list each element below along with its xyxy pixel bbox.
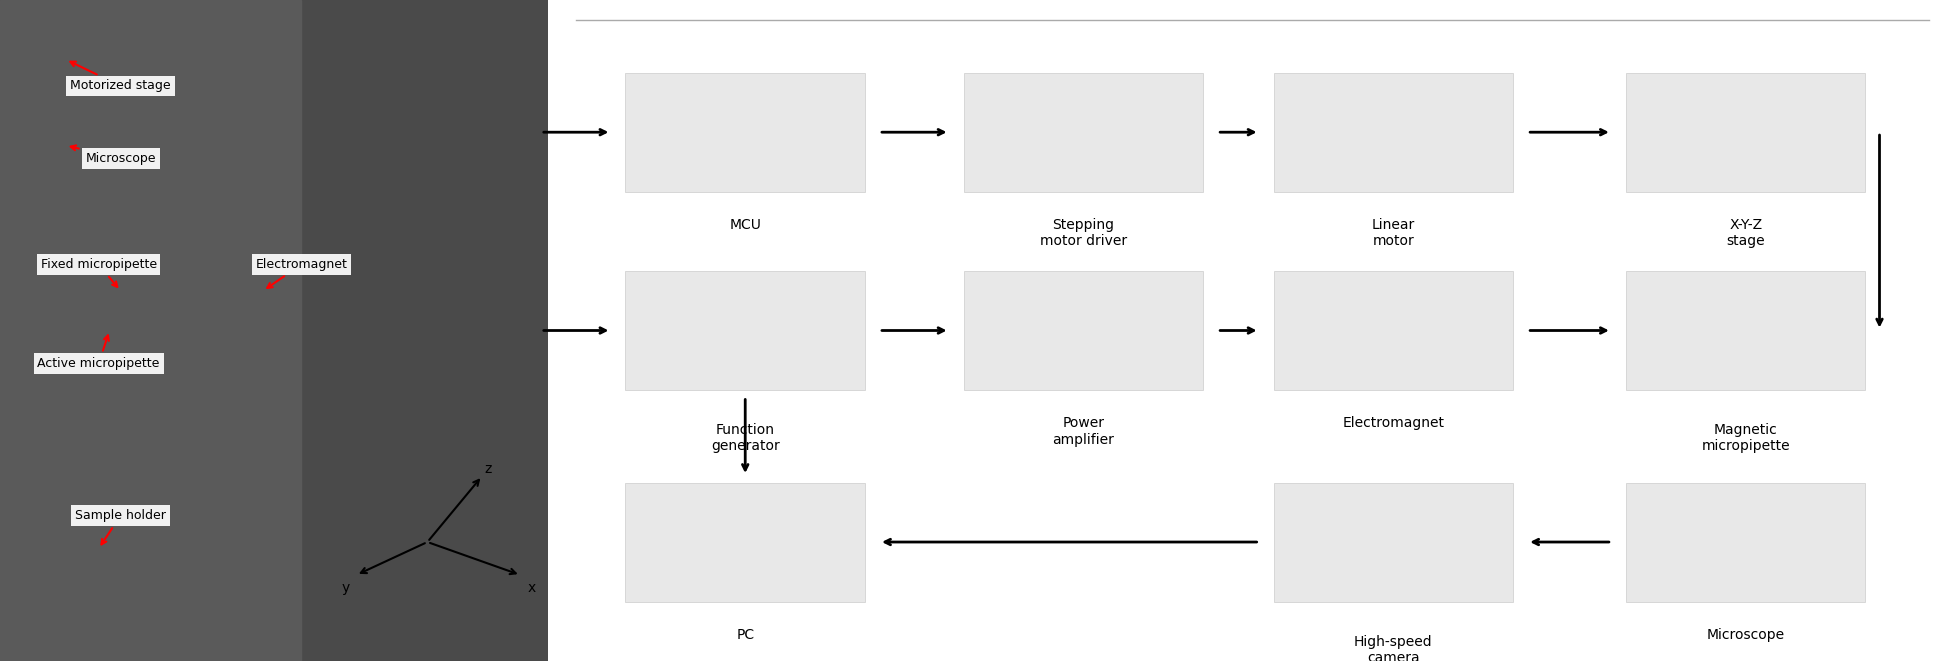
FancyBboxPatch shape xyxy=(626,271,865,390)
FancyBboxPatch shape xyxy=(1274,73,1513,192)
Text: x: x xyxy=(526,581,536,596)
Text: Active micropipette: Active micropipette xyxy=(37,335,160,370)
Text: High-speed
camera: High-speed camera xyxy=(1354,635,1433,661)
Text: Sample holder: Sample holder xyxy=(74,509,166,545)
FancyBboxPatch shape xyxy=(963,271,1204,390)
Text: y: y xyxy=(341,581,350,596)
Bar xyxy=(0,0,301,661)
Text: PC: PC xyxy=(736,628,753,642)
Text: Fixed micropipette: Fixed micropipette xyxy=(41,258,157,287)
FancyBboxPatch shape xyxy=(1274,271,1513,390)
Text: Microscope: Microscope xyxy=(70,145,157,165)
FancyBboxPatch shape xyxy=(1626,483,1865,602)
Text: Motorized stage: Motorized stage xyxy=(70,61,170,93)
Text: Electromagnet: Electromagnet xyxy=(256,258,346,288)
Text: Microscope: Microscope xyxy=(1707,628,1785,642)
Text: X-Y-Z
stage: X-Y-Z stage xyxy=(1726,218,1765,249)
FancyBboxPatch shape xyxy=(963,73,1204,192)
FancyBboxPatch shape xyxy=(626,483,865,602)
Text: MCU: MCU xyxy=(730,218,761,232)
Text: Power
amplifier: Power amplifier xyxy=(1053,416,1114,447)
Text: Magnetic
micropipette: Magnetic micropipette xyxy=(1701,423,1791,453)
FancyBboxPatch shape xyxy=(1626,271,1865,390)
Text: z: z xyxy=(483,462,491,477)
Text: Function
generator: Function generator xyxy=(710,423,779,453)
Text: Stepping
motor driver: Stepping motor driver xyxy=(1039,218,1127,249)
FancyBboxPatch shape xyxy=(1626,73,1865,192)
FancyBboxPatch shape xyxy=(1274,483,1513,602)
FancyBboxPatch shape xyxy=(626,73,865,192)
Text: Linear
motor: Linear motor xyxy=(1372,218,1415,249)
Text: Electromagnet: Electromagnet xyxy=(1343,416,1444,430)
